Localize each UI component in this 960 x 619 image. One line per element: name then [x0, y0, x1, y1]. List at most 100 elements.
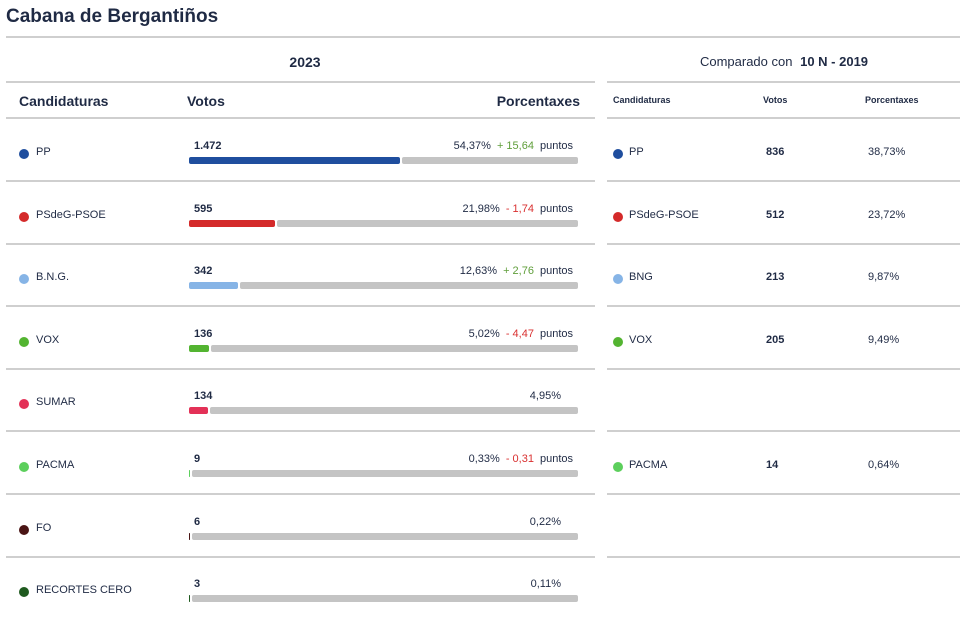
table-row: PSdeG-PSOE 595 21,98% - 1,74 puntos PSdeG-PSO…: [0, 182, 960, 245]
prev-party-name: BNG: [629, 271, 653, 284]
header-votes: Votos: [187, 93, 225, 109]
prev-party-name: VOX: [629, 333, 653, 346]
party-percent: 0,11%: [380, 578, 573, 590]
compare-prefix: Comparado con: [699, 54, 793, 69]
row-divider-right: [607, 555, 960, 558]
party-votes: 342: [194, 265, 213, 278]
percent-delta-unit: puntos: [539, 140, 573, 152]
percent-delta: - 4,47: [505, 327, 534, 340]
prev-party-name: PP: [629, 146, 644, 158]
party-name: SUMAR: [36, 396, 76, 409]
percent-bar: [189, 219, 578, 227]
table-top-divider-right: [607, 117, 960, 119]
table-row: RECORTES CERO 3 0,11%: [0, 557, 960, 619]
prev-party-color-dot: [613, 462, 623, 472]
party-percent: 54,37% + 15,64 puntos: [380, 140, 573, 152]
percent-delta: - 1,74: [505, 202, 534, 215]
percent-bar-rest: [210, 407, 578, 415]
prev-party-name: PACMA: [629, 459, 668, 471]
percent-bar-rest: [192, 470, 578, 477]
prev-party-color-dot: [613, 274, 623, 285]
party-color-dot: [19, 524, 29, 535]
prev-party-percent: 9,87%: [868, 271, 900, 284]
party-color-dot: [19, 587, 29, 598]
party-votes: 6: [194, 515, 201, 528]
row-divider-left: [6, 493, 595, 495]
row-divider-left: [6, 555, 595, 558]
party-name: RECORTES CERO: [36, 584, 132, 597]
percent-delta-unit: puntos: [539, 327, 573, 340]
percent-bar-rest: [277, 219, 578, 227]
party-name: PACMA: [36, 459, 75, 471]
percent-bar: [189, 532, 578, 540]
party-percent: 21,98% - 1,74 puntos: [380, 203, 573, 215]
percent-delta-unit: puntos: [539, 265, 573, 278]
percent-bar-rest: [192, 595, 578, 603]
party-name: VOX: [36, 333, 60, 346]
party-votes: 9: [194, 453, 201, 465]
percent-value: 21,98%: [462, 202, 500, 215]
party-votes: 134: [194, 390, 213, 403]
party-color-dot: [19, 274, 29, 285]
party-color-dot: [19, 399, 29, 410]
party-percent: 0,33% - 0,31 puntos: [380, 453, 573, 465]
page-title: Cabana de Bergantiños: [6, 6, 219, 27]
table-row: SUMAR 134 4,95%: [0, 369, 960, 433]
row-divider-right: [607, 367, 960, 370]
percent-delta-unit: puntos: [539, 202, 573, 215]
prev-party-percent: 23,72%: [868, 208, 906, 221]
prev-party-votes: 205: [766, 333, 785, 346]
party-votes: 1.472: [194, 140, 222, 152]
party-color-dot: [19, 462, 29, 472]
table-row: FO 6 0,22%: [0, 495, 960, 558]
percent-value: 12,63%: [459, 265, 498, 278]
percent-bar: [189, 407, 578, 415]
party-votes: 3: [194, 578, 201, 591]
party-percent: 5,02% - 4,47 puntos: [380, 328, 573, 340]
header-divider-left: [6, 81, 595, 83]
percent-bar-rest: [240, 282, 578, 290]
party-name: FO: [36, 521, 52, 534]
percent-value: 0,11%: [530, 578, 561, 591]
header-candidates: Candidaturas: [19, 93, 109, 109]
row-divider-right: [607, 180, 960, 182]
party-votes: 136: [194, 327, 213, 340]
header-divider-right: [607, 81, 960, 83]
percent-delta-unit: puntos: [539, 453, 573, 465]
party-color-dot: [19, 149, 29, 159]
prev-party-color-dot: [613, 149, 623, 159]
row-divider-left: [6, 367, 595, 370]
percent-bar: [189, 595, 578, 603]
prev-party-percent: 38,73%: [868, 146, 906, 158]
table-row: B.N.G. 342 12,63% + 2,76 puntos BNG 213 9,87%: [0, 244, 960, 308]
compare-header-candidates: Candidaturas: [613, 95, 671, 105]
percent-delta: - 0,31: [505, 453, 534, 465]
row-divider-left: [6, 242, 595, 245]
prev-party-votes: 14: [766, 459, 779, 471]
row-divider-right: [607, 242, 960, 245]
party-percent: 0,22%: [380, 516, 573, 528]
row-divider-right: [607, 430, 960, 433]
percent-bar-rest: [211, 344, 578, 352]
percent-bar-fill: [189, 595, 190, 603]
row-divider-right: [607, 493, 960, 495]
prev-party-votes: 213: [766, 271, 785, 284]
row-divider-left: [6, 180, 595, 182]
party-name: PSdeG-PSOE: [36, 208, 106, 221]
table-row: VOX 136 5,02% - 4,47 puntos VOX 205 9,49%: [0, 307, 960, 370]
compare-header-percent: Porcentaxes: [865, 95, 919, 105]
percent-bar: [189, 344, 578, 352]
table-row: PACMA 9 0,33% - 0,31 puntos PACMA 14 0,64%: [0, 432, 960, 495]
row-divider-left: [6, 430, 595, 433]
party-name: PP: [36, 146, 51, 158]
compare-header-votes: Votos: [763, 95, 788, 105]
party-color-dot: [19, 211, 29, 222]
percent-bar-fill: [189, 470, 190, 477]
prev-party-votes: 836: [766, 146, 785, 158]
percent-bar: [189, 157, 578, 164]
party-percent: 12,63% + 2,76 puntos: [380, 265, 573, 277]
percent-bar-fill: [189, 407, 208, 415]
percent-bar-fill: [189, 157, 400, 164]
header-percent: Porcentaxes: [496, 93, 580, 109]
party-color-dot: [19, 336, 29, 347]
